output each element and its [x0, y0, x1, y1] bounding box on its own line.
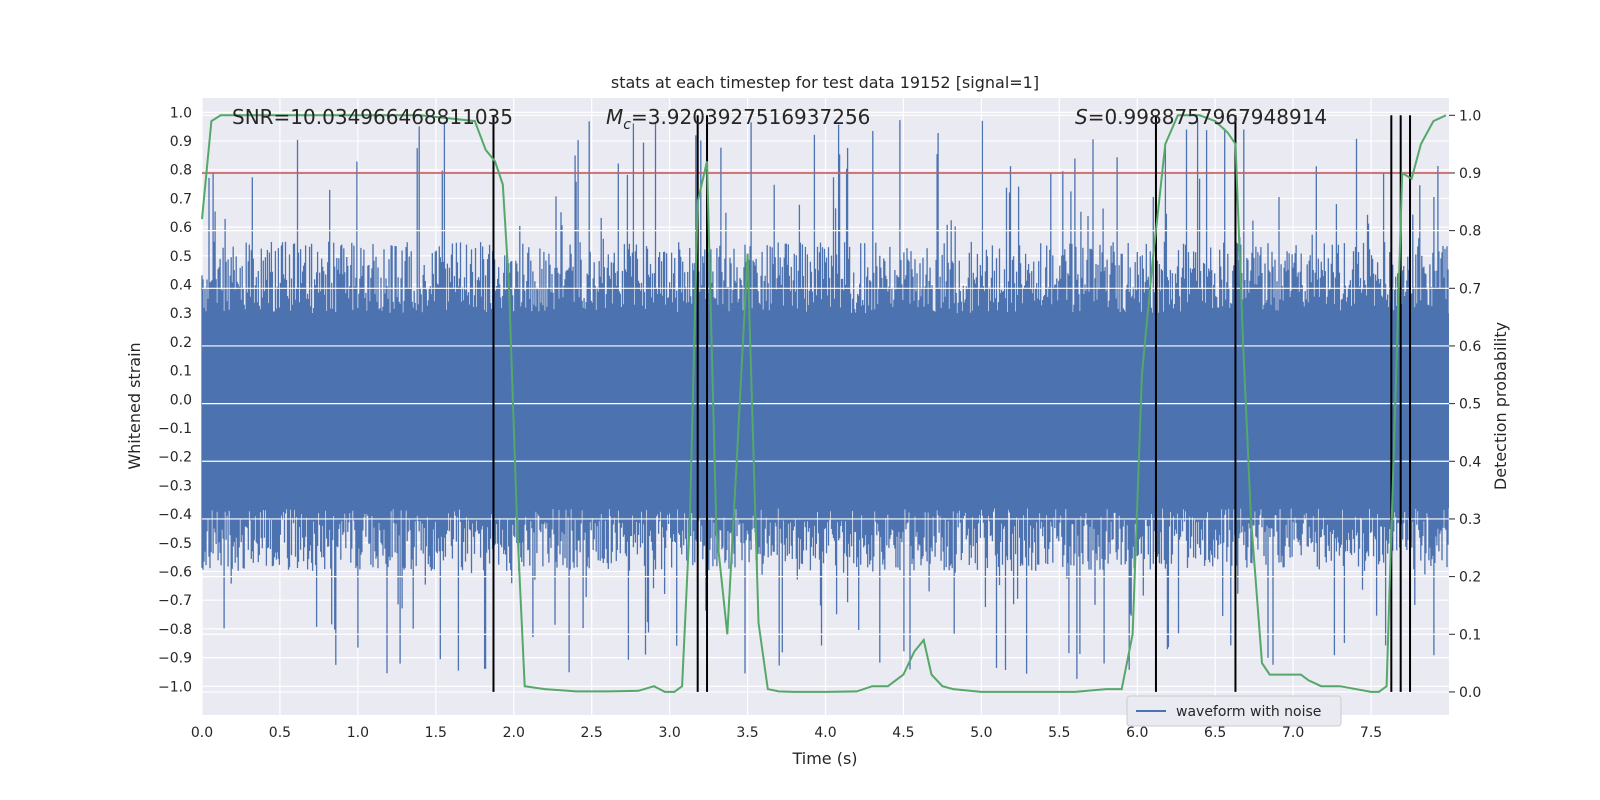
- x-axis-label: Time (s): [791, 749, 857, 768]
- chirp-mass-annotation: Mc=3.9203927516937256: [606, 105, 870, 133]
- y-left-tick-label-19: −0.9: [158, 651, 192, 667]
- x-tick-label-0: 0.0: [191, 725, 213, 741]
- chart-title: stats at each timestep for test data 191…: [611, 73, 1039, 92]
- significance-value: =0.9988757967948914: [1088, 105, 1327, 129]
- y-left-tick-label-12: −0.2: [158, 450, 192, 466]
- y-right-tick-label-4: 0.6: [1459, 339, 1481, 355]
- x-tick-label-4: 2.0: [503, 725, 525, 741]
- y-axis-right-ticks: 1.0 0.9 0.8 0.7 0.6 0.5 0.4 0.3 0.2 0.1 0.0: [1449, 108, 1481, 701]
- y-axis-left-label: Whitened strain: [125, 342, 144, 469]
- x-tick-label-11: 5.5: [1048, 725, 1070, 741]
- significance-annotation: S=0.9988757967948914: [1075, 105, 1327, 129]
- y-left-tick-label-17: −0.7: [158, 593, 192, 609]
- y-right-tick-label-10: 0.0: [1459, 685, 1481, 701]
- legend: waveform with noise: [1126, 695, 1342, 727]
- y-left-tick-label-6: 0.4: [170, 278, 192, 294]
- y-left-tick-label-18: −0.8: [158, 622, 192, 638]
- y-left-tick-label-11: −0.1: [158, 421, 192, 437]
- x-tick-label-10: 5.0: [970, 725, 992, 741]
- y-right-tick-label-1: 0.9: [1459, 166, 1481, 182]
- y-left-tick-label-0: 1.0: [170, 105, 192, 121]
- probability-line: [201, 114, 1447, 693]
- y-left-tick-label-3: 0.7: [170, 191, 192, 207]
- x-tick-label-3: 1.5: [425, 725, 447, 741]
- x-tick-label-13: 6.5: [1204, 725, 1226, 741]
- y-left-tick-label-1: 0.9: [170, 134, 192, 150]
- x-tick-label-6: 3.0: [658, 725, 680, 741]
- y-left-tick-label-4: 0.6: [170, 220, 192, 236]
- x-tick-label-14: 7.0: [1282, 725, 1304, 741]
- y-left-tick-label-13: −0.3: [158, 478, 192, 494]
- y-left-tick-label-5: 0.5: [170, 249, 192, 265]
- x-tick-label-12: 6.0: [1126, 725, 1148, 741]
- waveform-line: [201, 119, 1449, 679]
- y-axis-right-label: Detection probability: [1491, 322, 1510, 490]
- x-tick-label-9: 4.5: [892, 725, 914, 741]
- legend-label: waveform with noise: [1176, 704, 1321, 720]
- y-right-tick-label-5: 0.5: [1459, 397, 1481, 413]
- y-left-tick-label-10: 0.0: [170, 392, 192, 408]
- plot-area: [201, 114, 1449, 693]
- y-left-tick-label-20: −1.0: [158, 679, 192, 695]
- y-right-tick-label-9: 0.1: [1459, 627, 1481, 643]
- chirp-mass-subscript: c: [623, 117, 631, 133]
- y-left-tick-label-8: 0.2: [170, 335, 192, 351]
- x-axis-ticks: 0.0 0.5 1.0 1.5 2.0 2.5 3.0 3.5 4.0 4.5 5.0 5.5 6.0 6…: [191, 725, 1382, 741]
- significance-symbol: S: [1075, 105, 1088, 129]
- snr-annotation: SNR=10.034966468811035: [232, 105, 513, 129]
- y-left-tick-label-14: −0.4: [158, 507, 192, 523]
- y-right-tick-label-7: 0.3: [1459, 512, 1481, 528]
- y-left-tick-label-9: 0.1: [170, 364, 192, 380]
- x-tick-label-15: 7.5: [1360, 725, 1382, 741]
- y-right-tick-label-3: 0.7: [1459, 281, 1481, 297]
- y-right-tick-label-8: 0.2: [1459, 570, 1481, 586]
- y-left-tick-label-2: 0.8: [170, 163, 192, 179]
- y-left-tick-label-16: −0.6: [158, 565, 192, 581]
- chirp-mass-symbol: M: [606, 105, 623, 129]
- x-tick-label-2: 1.0: [347, 725, 369, 741]
- probability-series: [201, 114, 1447, 693]
- x-tick-label-7: 3.5: [736, 725, 758, 741]
- y-right-tick-label-6: 0.4: [1459, 454, 1481, 470]
- y-left-tick-label-7: 0.3: [170, 306, 192, 322]
- x-tick-label-8: 4.0: [814, 725, 836, 741]
- y-axis-left-ticks: 1.0 0.9 0.8 0.7 0.6 0.5 0.4 0.3 0.2 0.1 0.0 −0.1 −0.…: [158, 105, 192, 695]
- legend-box: [1126, 695, 1342, 727]
- chirp-mass-value: =3.9203927516937256: [631, 105, 870, 129]
- x-tick-label-1: 0.5: [269, 725, 291, 741]
- y-right-tick-label-0: 1.0: [1459, 108, 1481, 124]
- x-tick-label-5: 2.5: [581, 725, 603, 741]
- y-left-tick-label-15: −0.5: [158, 536, 192, 552]
- y-right-tick-label-2: 0.8: [1459, 224, 1481, 240]
